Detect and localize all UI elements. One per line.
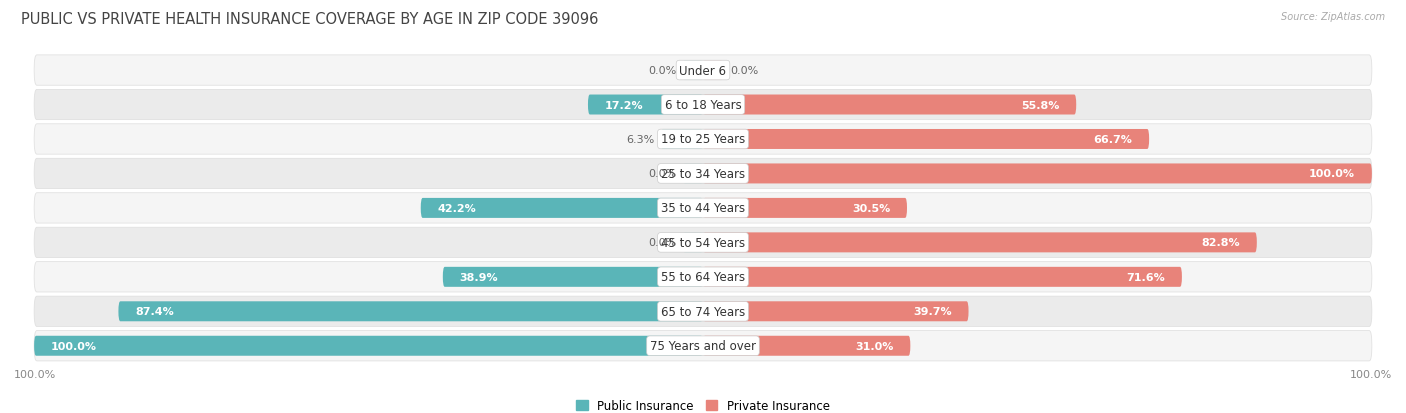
FancyBboxPatch shape — [703, 61, 723, 81]
FancyBboxPatch shape — [703, 95, 1076, 115]
FancyBboxPatch shape — [443, 267, 703, 287]
FancyBboxPatch shape — [661, 130, 703, 150]
FancyBboxPatch shape — [420, 198, 703, 218]
Text: 82.8%: 82.8% — [1202, 238, 1240, 248]
Text: 25 to 34 Years: 25 to 34 Years — [661, 168, 745, 180]
Text: 17.2%: 17.2% — [605, 100, 644, 110]
Text: 38.9%: 38.9% — [460, 272, 498, 282]
Text: 0.0%: 0.0% — [648, 169, 676, 179]
Text: 71.6%: 71.6% — [1126, 272, 1166, 282]
Text: 87.4%: 87.4% — [135, 306, 174, 316]
Text: 66.7%: 66.7% — [1094, 135, 1132, 145]
Text: 75 Years and over: 75 Years and over — [650, 339, 756, 352]
FancyBboxPatch shape — [683, 164, 703, 184]
FancyBboxPatch shape — [34, 193, 1372, 223]
FancyBboxPatch shape — [34, 297, 1372, 327]
Text: 42.2%: 42.2% — [437, 204, 477, 214]
FancyBboxPatch shape — [118, 301, 703, 321]
Text: Under 6: Under 6 — [679, 64, 727, 77]
Text: 100.0%: 100.0% — [1309, 169, 1355, 179]
FancyBboxPatch shape — [703, 336, 910, 356]
FancyBboxPatch shape — [703, 198, 907, 218]
Text: 39.7%: 39.7% — [912, 306, 952, 316]
FancyBboxPatch shape — [683, 233, 703, 253]
FancyBboxPatch shape — [588, 95, 703, 115]
Text: 6 to 18 Years: 6 to 18 Years — [665, 99, 741, 112]
FancyBboxPatch shape — [34, 336, 703, 356]
Text: 100.0%: 100.0% — [51, 341, 97, 351]
Text: 100.0%: 100.0% — [1350, 369, 1392, 379]
FancyBboxPatch shape — [34, 262, 1372, 292]
FancyBboxPatch shape — [34, 56, 1372, 86]
FancyBboxPatch shape — [34, 228, 1372, 258]
FancyBboxPatch shape — [683, 61, 703, 81]
Text: Source: ZipAtlas.com: Source: ZipAtlas.com — [1281, 12, 1385, 22]
FancyBboxPatch shape — [703, 267, 1182, 287]
Text: 0.0%: 0.0% — [730, 66, 758, 76]
Text: 35 to 44 Years: 35 to 44 Years — [661, 202, 745, 215]
FancyBboxPatch shape — [34, 159, 1372, 189]
Text: 30.5%: 30.5% — [852, 204, 890, 214]
Text: 65 to 74 Years: 65 to 74 Years — [661, 305, 745, 318]
FancyBboxPatch shape — [703, 301, 969, 321]
Text: 55.8%: 55.8% — [1021, 100, 1060, 110]
FancyBboxPatch shape — [34, 124, 1372, 155]
Legend: Public Insurance, Private Insurance: Public Insurance, Private Insurance — [571, 394, 835, 413]
FancyBboxPatch shape — [703, 164, 1372, 184]
Text: 100.0%: 100.0% — [14, 369, 56, 379]
Text: 0.0%: 0.0% — [648, 66, 676, 76]
Text: 45 to 54 Years: 45 to 54 Years — [661, 236, 745, 249]
Text: 6.3%: 6.3% — [626, 135, 654, 145]
FancyBboxPatch shape — [34, 90, 1372, 120]
Text: 19 to 25 Years: 19 to 25 Years — [661, 133, 745, 146]
Text: 31.0%: 31.0% — [855, 341, 894, 351]
Text: 0.0%: 0.0% — [648, 238, 676, 248]
Text: PUBLIC VS PRIVATE HEALTH INSURANCE COVERAGE BY AGE IN ZIP CODE 39096: PUBLIC VS PRIVATE HEALTH INSURANCE COVER… — [21, 12, 599, 27]
FancyBboxPatch shape — [703, 130, 1149, 150]
Text: 55 to 64 Years: 55 to 64 Years — [661, 271, 745, 284]
FancyBboxPatch shape — [703, 233, 1257, 253]
FancyBboxPatch shape — [34, 331, 1372, 361]
